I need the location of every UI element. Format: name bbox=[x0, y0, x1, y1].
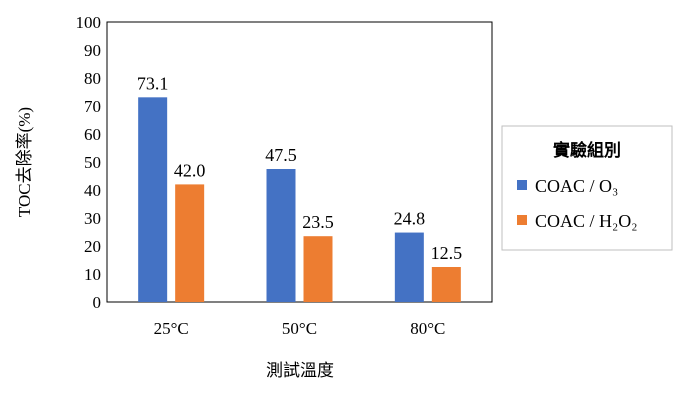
y-tick-label: 100 bbox=[76, 13, 102, 32]
data-label: 73.1 bbox=[137, 73, 169, 93]
data-label: 12.5 bbox=[431, 243, 463, 263]
data-labels: 73.1 42.0 47.5 23.5 24.812.5 bbox=[137, 73, 462, 263]
bar-series-2-1 bbox=[175, 184, 205, 302]
y-tick-label: 70 bbox=[84, 97, 101, 116]
y-tick-label: 20 bbox=[84, 237, 101, 256]
x-axis-ticks: 25°C 50°C 80°C bbox=[154, 319, 446, 338]
bar-series-2-2 bbox=[303, 236, 333, 302]
data-label: 47.5 bbox=[265, 145, 297, 165]
bar-series-1-3 bbox=[394, 232, 424, 302]
y-tick-label: 90 bbox=[84, 41, 101, 60]
plot-area bbox=[106, 21, 493, 303]
x-tick-label: 25°C bbox=[154, 319, 189, 338]
y-axis-ticks: 0 10 20 30 40 50 60 70 80 90 100 bbox=[76, 13, 102, 312]
legend-box bbox=[501, 125, 673, 251]
data-label: 42.0 bbox=[174, 160, 206, 180]
y-tick-label: 50 bbox=[84, 153, 101, 172]
legend-swatch-series-1 bbox=[517, 180, 527, 190]
legend-label-series-2: COAC / H₂O₂ bbox=[535, 211, 638, 231]
y-tick-label: 60 bbox=[84, 125, 101, 144]
legend-swatch-series-2 bbox=[517, 215, 527, 225]
x-axis-title: 測試溫度 bbox=[266, 361, 334, 380]
bar-series-2-3 bbox=[431, 267, 461, 302]
legend: 實驗組別 COAC / O₃ COAC / H₂O₂ bbox=[501, 125, 673, 251]
y-tick-label: 10 bbox=[84, 265, 101, 284]
x-tick-label: 80°C bbox=[410, 319, 445, 338]
bar-series-1-1 bbox=[138, 97, 168, 302]
y-tick-label: 40 bbox=[84, 181, 101, 200]
x-tick-label: 50°C bbox=[282, 319, 317, 338]
legend-label-series-1: COAC / O₃ bbox=[535, 176, 618, 196]
y-tick-label: 80 bbox=[84, 69, 101, 88]
legend-title: 實驗組別 bbox=[553, 140, 621, 160]
bars bbox=[138, 97, 461, 302]
y-tick-label: 30 bbox=[84, 209, 101, 228]
y-tick-label: 0 bbox=[93, 293, 102, 312]
data-label: 23.5 bbox=[302, 212, 334, 232]
y-axis-title: TOC去除率(%) bbox=[15, 107, 34, 217]
data-label: 24.8 bbox=[394, 209, 426, 229]
bar-series-1-2 bbox=[266, 169, 296, 302]
